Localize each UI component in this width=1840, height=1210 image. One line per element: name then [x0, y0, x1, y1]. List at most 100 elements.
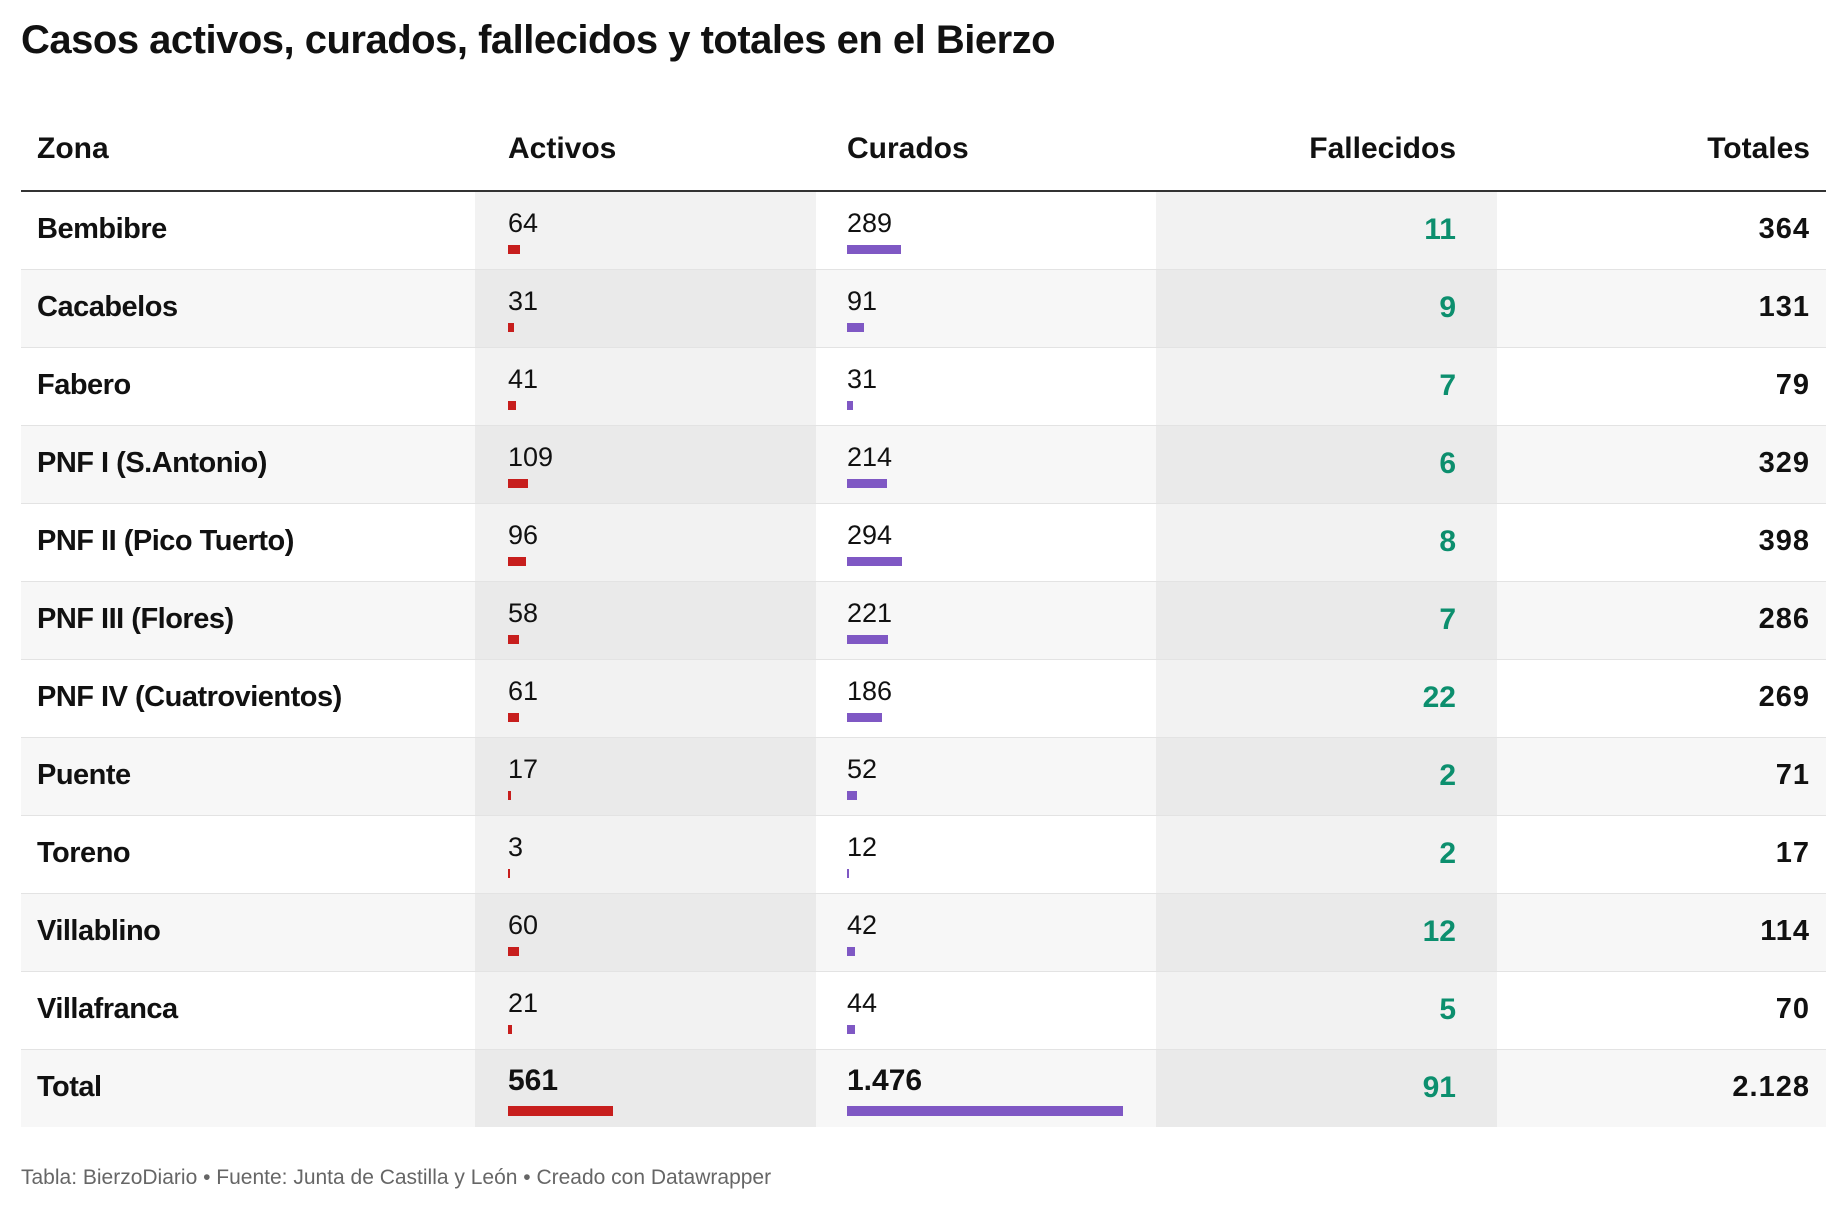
header-totales: Totales: [1707, 132, 1810, 165]
cell-activos-value: 60: [508, 910, 539, 940]
cell-fallecidos: 2: [1439, 837, 1456, 870]
cell-zona: Total: [37, 1071, 102, 1103]
cell-fallecidos: 11: [1424, 213, 1456, 246]
cell-curados-value: 42: [847, 910, 878, 940]
curados-bar: [847, 791, 857, 800]
cell-zona: PNF IV (Cuatrovientos): [37, 681, 342, 713]
table-row: Villafranca 21 44 5 70: [21, 972, 1826, 1050]
cell-fallecidos: 91: [1422, 1071, 1456, 1104]
fallecidos-column-shade: [1156, 270, 1497, 347]
cell-curados-value: 31: [847, 364, 878, 394]
cell-zona: PNF I (S.Antonio): [37, 447, 267, 479]
activos-bar: [508, 635, 519, 644]
table-row: PNF I (S.Antonio) 109 214 6 329: [21, 426, 1826, 504]
cell-totales: 269: [1758, 681, 1810, 713]
activos-bar: [508, 401, 516, 410]
cell-fallecidos: 6: [1439, 447, 1456, 480]
cell-totales: 131: [1758, 291, 1810, 323]
activos-bar: [508, 713, 520, 722]
fallecidos-column-shade: [1156, 504, 1497, 581]
cell-activos-value: 64: [508, 208, 539, 238]
curados-bar: [847, 323, 864, 332]
cell-curados-value: 186: [847, 676, 893, 706]
cell-activos-value: 41: [508, 364, 539, 394]
table-header: Zona Activos Curados Fallecidos Totales: [21, 114, 1826, 192]
activos-column-shade: [475, 270, 816, 347]
activos-bar: [508, 791, 512, 800]
activos-bar: [508, 479, 529, 488]
cell-fallecidos: 7: [1439, 369, 1456, 402]
cell-curados-value: 214: [847, 442, 893, 472]
cell-activos-value: 3: [508, 832, 524, 862]
activos-column-shade: [475, 504, 816, 581]
cell-totales: 329: [1758, 447, 1810, 479]
source-footer: Tabla: BierzoDiario • Fuente: Junta de C…: [21, 1166, 772, 1189]
fallecidos-column-shade: [1156, 738, 1497, 815]
fallecidos-column-shade: [1156, 192, 1497, 269]
cell-zona: Toreno: [37, 837, 131, 869]
cell-zona: Villablino: [37, 915, 161, 947]
cell-zona: Fabero: [37, 369, 131, 401]
table-row: Cacabelos 31 91 9 131: [21, 270, 1826, 348]
activos-column-shade: [475, 582, 816, 659]
activos-column-shade: [475, 426, 816, 503]
curados-bar: [847, 245, 901, 254]
table-row: Puente 17 52 2 71: [21, 738, 1826, 816]
activos-bar: [508, 245, 520, 254]
activos-bar: [508, 323, 514, 332]
table-row: PNF III (Flores) 58 221 7 286: [21, 582, 1826, 660]
table-row: Bembibre 64 289 11 364: [21, 192, 1826, 270]
cell-curados-value: 44: [847, 988, 878, 1018]
cell-totales: 286: [1758, 603, 1810, 635]
cell-zona: PNF II (Pico Tuerto): [37, 525, 294, 557]
table-row: PNF II (Pico Tuerto) 96 294 8 398: [21, 504, 1826, 582]
fallecidos-column-shade: [1156, 348, 1497, 425]
cell-totales: 398: [1758, 525, 1810, 557]
curados-bar: [847, 479, 887, 488]
cell-totales: 114: [1760, 915, 1810, 947]
table-row: Toreno 3 12 2 17: [21, 816, 1826, 894]
cell-zona: Villafranca: [37, 993, 178, 1025]
cell-totales: 70: [1775, 993, 1810, 1025]
cell-totales: 71: [1775, 759, 1810, 791]
cell-fallecidos: 8: [1439, 525, 1456, 558]
activos-bar: [508, 947, 520, 956]
cell-activos-value: 58: [508, 598, 539, 628]
cell-curados-value: 52: [847, 754, 878, 784]
cell-activos-value: 61: [508, 676, 539, 706]
activos-column-shade: [475, 660, 816, 737]
activos-column-shade: [475, 738, 816, 815]
cell-fallecidos: 12: [1422, 915, 1456, 948]
activos-bar: [508, 1106, 613, 1116]
cell-curados-value: 1.476: [847, 1064, 923, 1097]
fallecidos-column-shade: [1156, 426, 1497, 503]
cell-activos-value: 21: [508, 988, 539, 1018]
activos-column-shade: [475, 894, 816, 971]
fallecidos-column-shade: [1156, 1050, 1497, 1127]
activos-bar: [508, 1025, 512, 1034]
header-fallecidos: Fallecidos: [1309, 132, 1456, 165]
cell-curados-value: 221: [847, 598, 893, 628]
cell-curados-value: 12: [847, 832, 878, 862]
data-table: Zona Activos Curados Fallecidos Totales …: [21, 114, 1826, 1127]
fallecidos-column-shade: [1156, 894, 1497, 971]
activos-column-shade: [475, 816, 816, 893]
curados-bar: [847, 1106, 1123, 1116]
cell-totales: 2.128: [1732, 1071, 1810, 1103]
page-title: Casos activos, curados, fallecidos y tot…: [21, 18, 1056, 62]
cell-activos-value: 561: [508, 1064, 559, 1097]
table-row: Villablino 60 42 12 114: [21, 894, 1826, 972]
curados-bar: [847, 1025, 856, 1034]
curados-bar: [847, 401, 853, 410]
cell-zona: PNF III (Flores): [37, 603, 234, 635]
cell-activos-value: 109: [508, 442, 554, 472]
curados-bar: [847, 557, 902, 566]
table-row: Fabero 41 31 7 79: [21, 348, 1826, 426]
header-zona: Zona: [37, 132, 109, 165]
activos-bar: [508, 557, 526, 566]
cell-fallecidos: 22: [1422, 681, 1456, 714]
activos-column-shade: [475, 972, 816, 1049]
cell-totales: 364: [1758, 213, 1810, 245]
activos-column-shade: [475, 192, 816, 269]
cell-curados-value: 294: [847, 520, 893, 550]
